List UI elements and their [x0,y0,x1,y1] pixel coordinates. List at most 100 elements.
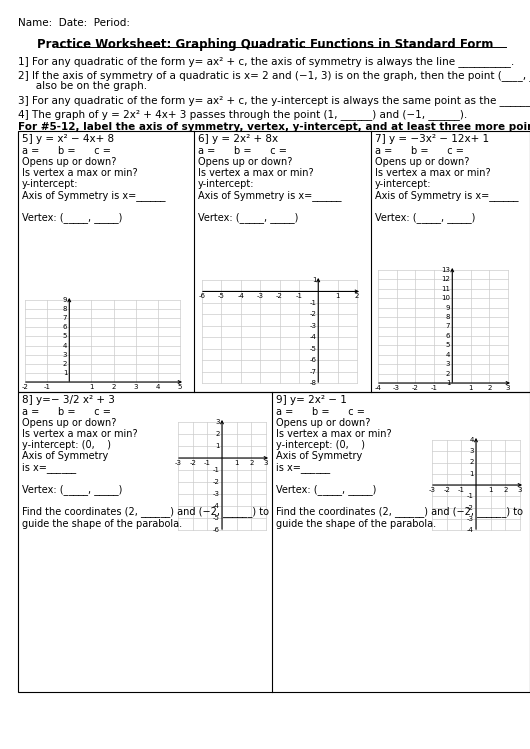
Text: 4: 4 [156,384,160,390]
Bar [18,131,530,392]
Text: Vertex: (_____, _____): Vertex: (_____, _____) [22,212,122,223]
Text: 2: 2 [446,371,450,377]
Text: -4: -4 [467,527,474,533]
Text: 1: 1 [234,460,239,466]
Text: 10: 10 [441,295,450,301]
Text: 2: 2 [487,385,492,391]
Text: Is vertex a max or min?: Is vertex a max or min? [198,168,314,178]
Text: 3: 3 [470,448,474,454]
Text: a =      b =      c =: a = b = c = [198,146,287,156]
Text: -7: -7 [309,369,316,374]
Text: -5: -5 [218,294,225,300]
Text: -2: -2 [276,294,283,300]
Text: -3: -3 [467,516,474,522]
Text: -2: -2 [189,460,196,466]
Text: -3: -3 [309,323,316,329]
Text: Find the coordinates (2, ______) and (−2, ______) to
guide the shape of the para: Find the coordinates (2, ______) and (−2… [276,506,523,529]
Text: 3: 3 [518,487,522,493]
Text: -3: -3 [213,491,220,497]
Text: Find the coordinates (2, ______) and (−2, ______) to
guide the shape of the para: Find the coordinates (2, ______) and (−2… [22,506,269,529]
Text: 3: 3 [63,352,67,358]
Text: Is vertex a max or min?: Is vertex a max or min? [375,168,491,178]
Text: Vertex: (_____, _____): Vertex: (_____, _____) [375,212,475,223]
Text: 2: 2 [355,294,359,300]
Text: -6: -6 [199,294,206,300]
Text: 8] y=− 3/2 x² + 3: 8] y=− 3/2 x² + 3 [22,395,115,405]
Text: Opens up or down?: Opens up or down? [22,157,117,167]
Text: 1: 1 [469,385,473,391]
Text: 2: 2 [249,460,253,466]
Text: Is vertex a max or min?: Is vertex a max or min? [22,429,138,439]
Text: 6] y = 2x² + 8x: 6] y = 2x² + 8x [198,134,278,144]
Text: a =      b =      c =: a = b = c = [22,146,111,156]
Text: 13: 13 [441,267,450,273]
Text: 3: 3 [506,385,510,391]
Text: -4: -4 [237,294,244,300]
Text: -1: -1 [467,494,474,500]
Text: 2: 2 [470,459,474,465]
Text: -3: -3 [428,487,436,493]
Text: -1: -1 [430,385,437,391]
Text: a =      b =      c =: a = b = c = [276,407,365,417]
Text: -8: -8 [309,380,316,386]
Text: is x=______: is x=______ [22,462,76,473]
Text: 3: 3 [216,419,220,425]
Text: -3: -3 [174,460,181,466]
Text: 5: 5 [178,384,182,390]
Text: 1: 1 [89,384,94,390]
Text: y-intercept:: y-intercept: [375,179,431,189]
Text: Axis of Symmetry is x=______: Axis of Symmetry is x=______ [22,190,165,201]
Text: 2: 2 [216,431,220,437]
Text: Axis of Symmetry: Axis of Symmetry [276,451,362,461]
Text: 4: 4 [63,342,67,348]
Text: a =      b =      c =: a = b = c = [375,146,464,156]
Text: 1] For any quadratic of the form y= ax² + c, the axis of symmetry is always the : 1] For any quadratic of the form y= ax² … [18,56,514,67]
Text: 4: 4 [470,437,474,443]
Text: Axis of Symmetry: Axis of Symmetry [22,451,108,461]
Text: 1: 1 [335,294,340,300]
Text: 1: 1 [312,277,316,283]
Text: y-intercept: (0,    ): y-intercept: (0, ) [276,440,365,450]
Text: Vertex: (_____, _____): Vertex: (_____, _____) [22,484,122,495]
Text: -1: -1 [295,294,303,300]
Text: -4: -4 [310,334,316,340]
Text: -3: -3 [257,294,263,300]
Text: 11: 11 [441,286,450,292]
Text: -5: -5 [213,515,220,521]
Text: also be on the graph.: also be on the graph. [26,81,147,91]
Text: Is vertex a max or min?: Is vertex a max or min? [22,168,138,178]
Text: Vertex: (_____, _____): Vertex: (_____, _____) [198,212,298,223]
Text: 2: 2 [63,361,67,367]
Text: 8: 8 [63,306,67,312]
Text: 2: 2 [503,487,508,493]
Text: -5: -5 [310,346,316,352]
Text: -4: -4 [213,503,220,509]
Text: 3: 3 [134,384,138,390]
Text: 1: 1 [446,380,450,386]
Text: -4: -4 [375,385,382,391]
Text: -3: -3 [393,385,400,391]
Text: 5: 5 [63,333,67,339]
Text: Vertex: (_____, _____): Vertex: (_____, _____) [276,484,376,495]
Text: -1: -1 [204,460,211,466]
Text: a =      b =      c =: a = b = c = [22,407,111,417]
Text: Name:  Date:  Period:: Name: Date: Period: [18,18,130,28]
Text: Opens up or down?: Opens up or down? [22,418,117,428]
Text: y-intercept:: y-intercept: [22,179,78,189]
Text: 4] The graph of y = 2x² + 4x+ 3 passes through the point (1, ______) and (−1, __: 4] The graph of y = 2x² + 4x+ 3 passes t… [18,109,467,120]
Text: y-intercept:: y-intercept: [198,179,254,189]
Text: -2: -2 [467,505,474,511]
Text: Axis of Symmetry is x=______: Axis of Symmetry is x=______ [198,190,341,201]
Text: 9: 9 [63,297,67,303]
Text: Is vertex a max or min?: Is vertex a max or min? [276,429,392,439]
Text: 3: 3 [446,361,450,367]
Text: Axis of Symmetry is x=______: Axis of Symmetry is x=______ [375,190,518,201]
Text: 6: 6 [446,333,450,339]
Text: 8: 8 [446,314,450,320]
Text: 3] For any quadratic of the form y= ax² + c, the y-intercept is always the same : 3] For any quadratic of the form y= ax² … [18,95,530,106]
Text: 6: 6 [63,324,67,330]
Text: 7] y = −3x² − 12x+ 1: 7] y = −3x² − 12x+ 1 [375,134,489,144]
Text: is x=______: is x=______ [276,462,330,473]
Text: 3: 3 [264,460,268,466]
Text: 2: 2 [111,384,116,390]
